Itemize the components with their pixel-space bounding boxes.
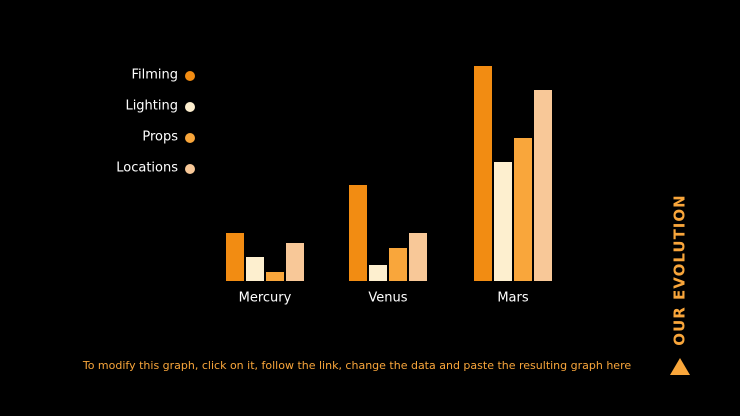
bar xyxy=(389,248,407,281)
bar xyxy=(266,272,284,281)
x-tick-label: Mars xyxy=(497,291,529,306)
legend-marker xyxy=(185,71,195,81)
legend-marker xyxy=(185,102,195,112)
bar xyxy=(494,162,512,281)
bar xyxy=(246,257,264,281)
legend-label: Lighting xyxy=(125,99,178,114)
side-title: OUR EVOLUTION xyxy=(671,194,689,345)
bar xyxy=(409,233,427,281)
bar xyxy=(369,265,387,281)
legend-label: Props xyxy=(142,130,178,145)
bar xyxy=(349,185,367,281)
footnote: To modify this graph, click on it, follo… xyxy=(82,359,631,372)
bar xyxy=(534,90,552,281)
legend-marker xyxy=(185,133,195,143)
x-tick-label: Venus xyxy=(368,291,407,306)
bar xyxy=(226,233,244,281)
bar xyxy=(514,138,532,281)
legend-label: Filming xyxy=(131,68,178,83)
x-tick-label: Mercury xyxy=(239,291,292,306)
bar xyxy=(474,66,492,281)
bar xyxy=(286,243,304,281)
triangle-icon xyxy=(670,358,690,375)
legend-marker xyxy=(185,164,195,174)
legend-label: Locations xyxy=(116,161,178,176)
